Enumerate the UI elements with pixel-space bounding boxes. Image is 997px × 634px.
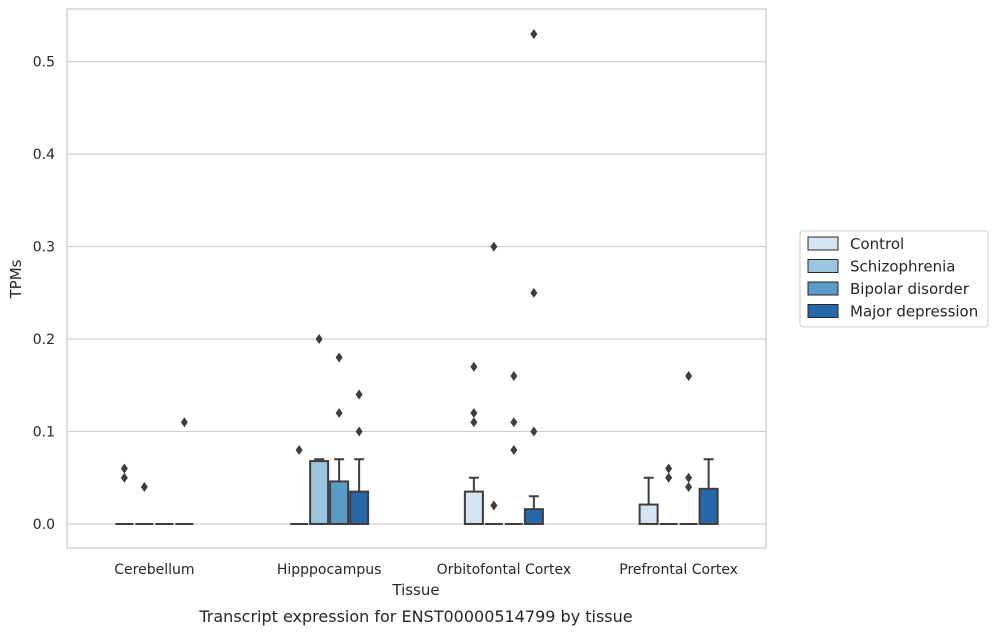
outlier-point [490, 241, 498, 252]
y-axis-ticks: 0.0 0.1 0.2 0.3 0.4 0.5 [33, 55, 55, 533]
box-group [484, 241, 503, 525]
legend-swatch [807, 304, 839, 318]
box-group [135, 481, 154, 525]
legend-label: Control [850, 235, 904, 253]
box-group [349, 389, 370, 525]
box-group [463, 361, 484, 525]
legend-frame [799, 230, 989, 328]
legend-swatch [807, 281, 839, 296]
box-group [309, 334, 330, 525]
outlier-point [490, 500, 498, 511]
y-tick-label: 0.3 [33, 240, 55, 256]
legend-items: Control Schizophrenia Bipolar disorder Majo… [807, 235, 978, 321]
outlier-point [180, 417, 188, 428]
outlier-point [530, 287, 538, 298]
x-axis-title: Tissue [391, 581, 439, 599]
box-group [329, 352, 350, 525]
y-tick-label: 0.1 [33, 425, 55, 441]
box-group [175, 417, 194, 525]
outlier-point [470, 361, 478, 372]
legend-swatch [807, 236, 839, 251]
x-axis-ticks: Cerebellum Hipppocampus Orbitofontal Corte… [114, 562, 738, 578]
outlier-point [120, 472, 128, 483]
outlier-point [120, 463, 128, 474]
outlier-point [295, 445, 303, 455]
chart-caption: Transcript expression for ENST0000051479… [198, 607, 632, 626]
box-marks [115, 28, 719, 525]
legend-swatch [807, 259, 839, 273]
outlier-point [665, 463, 673, 474]
x-tick-label: Orbitofontal Cortex [437, 562, 572, 578]
x-tick-label: Hipppocampus [277, 562, 382, 578]
outlier-point [470, 417, 478, 428]
box [523, 508, 544, 525]
plot-area [66, 8, 767, 549]
box [463, 490, 484, 525]
legend-label: Schizophrenia [850, 258, 955, 276]
outlier-point [510, 445, 518, 455]
box-group [698, 458, 719, 525]
box-group [504, 371, 523, 525]
outlier-point [685, 472, 693, 483]
box-group [659, 463, 678, 525]
y-axis-title: TPMs [7, 259, 25, 299]
outlier-point [685, 371, 693, 382]
box-group [290, 445, 309, 525]
box-group [523, 28, 544, 525]
outlier-point [140, 481, 148, 492]
y-tick-label: 0.5 [33, 55, 55, 71]
legend-label: Major depression [850, 303, 978, 321]
outlier-point [315, 334, 323, 345]
legend-label: Bipolar disorder [850, 280, 970, 298]
outlier-point [530, 28, 538, 39]
outlier-point [665, 472, 673, 483]
box-group [638, 476, 659, 525]
box [638, 503, 659, 525]
legend: Control Schizophrenia Bipolar disorder Majo… [799, 230, 989, 328]
x-tick-label: Cerebellum [114, 562, 194, 578]
box [698, 487, 719, 525]
outlier-point [355, 426, 363, 437]
y-tick-label: 0.4 [33, 147, 55, 163]
box [349, 490, 370, 525]
box [329, 480, 350, 525]
outlier-point [355, 389, 363, 400]
y-tick-label: 0.0 [33, 517, 55, 533]
outlier-point [335, 408, 343, 419]
box-group [679, 371, 698, 525]
gridlines [67, 61, 766, 525]
outlier-point [470, 408, 478, 419]
box [309, 460, 330, 525]
outlier-point [510, 417, 518, 428]
outlier-point [335, 352, 343, 363]
y-tick-label: 0.2 [33, 332, 55, 348]
x-tick-label: Prefrontal Cortex [619, 562, 738, 578]
outlier-point [510, 371, 518, 382]
box-group [115, 463, 134, 525]
outlier-point [685, 481, 693, 492]
outlier-point [530, 426, 538, 437]
